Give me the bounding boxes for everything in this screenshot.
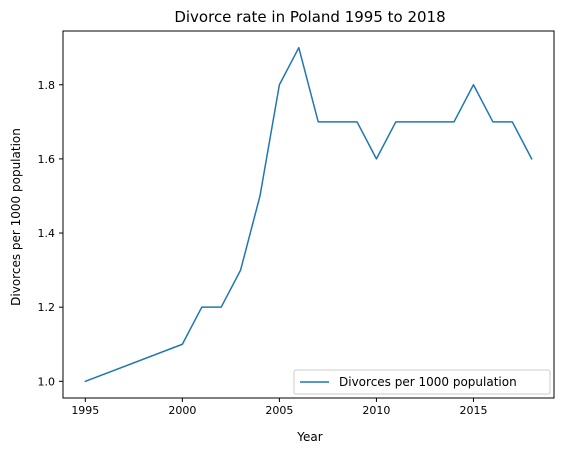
data-point xyxy=(84,380,86,382)
x-tick-label: 2015 xyxy=(459,404,487,417)
data-point xyxy=(356,121,358,123)
data-point xyxy=(433,121,435,123)
x-axis-ticks: 1995 2000 2005 2010 2015 xyxy=(71,398,487,417)
y-tick-label: 1.8 xyxy=(38,79,56,92)
data-point xyxy=(317,121,319,123)
x-tick-label: 2000 xyxy=(168,404,196,417)
series-line-0 xyxy=(84,46,533,383)
series-layer xyxy=(84,46,533,383)
y-tick-label: 1.6 xyxy=(38,153,56,166)
data-point xyxy=(181,343,183,345)
data-point xyxy=(278,84,280,86)
data-point xyxy=(472,84,474,86)
plot-area xyxy=(63,31,554,398)
data-point xyxy=(453,121,455,123)
y-tick-label: 1.0 xyxy=(38,375,56,388)
data-point xyxy=(511,121,513,123)
y-tick-label: 1.2 xyxy=(38,301,56,314)
data-point xyxy=(414,121,416,123)
legend: Divorces per 1000 population xyxy=(293,369,551,395)
x-tick-label: 1995 xyxy=(71,404,99,417)
legend-box xyxy=(293,369,551,395)
legend-series-label: Divorces per 1000 population xyxy=(339,375,517,389)
data-point xyxy=(530,158,532,160)
x-axis-label: Year xyxy=(296,430,322,444)
y-tick-label: 1.4 xyxy=(38,227,56,240)
y-axis-label: Divorces per 1000 population xyxy=(9,128,23,306)
data-point xyxy=(220,306,222,308)
data-point xyxy=(336,121,338,123)
data-point xyxy=(298,46,300,48)
chart-title: Divorce rate in Poland 1995 to 2018 xyxy=(174,8,445,26)
data-point xyxy=(259,195,261,197)
data-point xyxy=(201,306,203,308)
x-tick-label: 2010 xyxy=(362,404,390,417)
data-point xyxy=(239,269,241,271)
x-tick-label: 2005 xyxy=(265,404,293,417)
y-axis-ticks: 1.0 1.2 1.4 1.6 1.8 xyxy=(38,79,63,388)
data-point xyxy=(375,158,377,160)
data-point xyxy=(492,121,494,123)
plot-frame xyxy=(62,30,555,399)
data-point xyxy=(395,121,397,123)
